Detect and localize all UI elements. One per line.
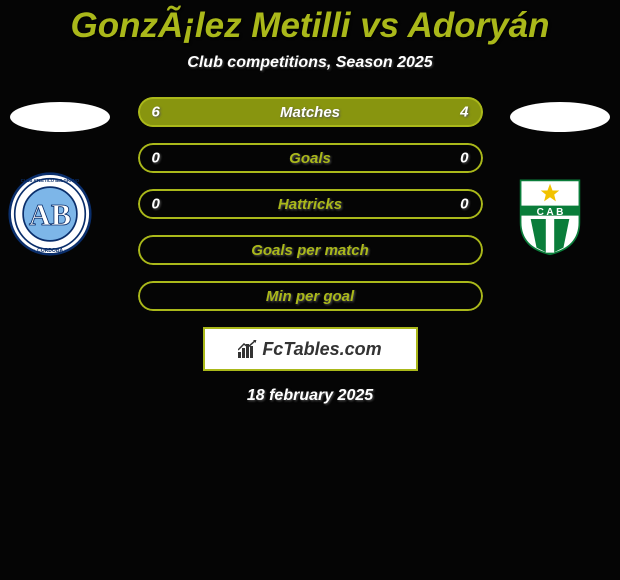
stat-label: Goals	[289, 150, 331, 167]
svg-text:C A B: C A B	[537, 207, 564, 218]
svg-text:· CORDOBA ·: · CORDOBA ·	[34, 248, 66, 254]
svg-text:CLUB ATLETICO BELGRANO: CLUB ATLETICO BELGRANO	[21, 178, 80, 183]
comparison-panel: CLUB ATLETICO BELGRANO AB · CORDOBA · C …	[0, 97, 620, 311]
left-player-column: CLUB ATLETICO BELGRANO AB · CORDOBA ·	[0, 97, 120, 261]
stat-row: 6 4 Matches	[138, 97, 483, 127]
stat-label: Min per goal	[266, 288, 354, 305]
stats-bars: 6 4 Matches 0 0 Goals 0 0 Hattricks Goals per mat…	[138, 97, 483, 311]
stat-value-right: 0	[460, 196, 468, 213]
stat-label: Goals per match	[251, 242, 369, 259]
left-club-crest: CLUB ATLETICO BELGRANO AB · CORDOBA ·	[0, 172, 100, 256]
fctables-logo-box[interactable]: FcTables.com	[203, 327, 418, 371]
svg-text:AB: AB	[29, 198, 71, 232]
stat-value-right: 0	[460, 150, 468, 167]
stat-value-left: 0	[152, 150, 160, 167]
stat-row: 0 0 Goals	[138, 143, 483, 173]
stat-row: Goals per match	[138, 235, 483, 265]
stat-row: 0 0 Hattricks	[138, 189, 483, 219]
stat-label: Hattricks	[278, 196, 342, 213]
right-player-column: C A B	[500, 97, 620, 261]
bar-chart-icon	[238, 340, 258, 358]
page-title: GonzÃ¡lez Metilli vs Adoryán	[0, 0, 620, 46]
infographic-date: 18 february 2025	[0, 387, 620, 405]
stat-value-left: 0	[152, 196, 160, 213]
right-club-crest: C A B	[500, 172, 600, 256]
fctables-logo: FcTables.com	[238, 339, 381, 360]
stat-value-right: 4	[460, 104, 468, 121]
left-player-avatar-placeholder	[10, 102, 110, 132]
stat-row: Min per goal	[138, 281, 483, 311]
stat-label: Matches	[280, 104, 340, 121]
right-player-avatar-placeholder	[510, 102, 610, 132]
fctables-logo-text: FcTables.com	[262, 339, 381, 360]
stat-value-left: 6	[152, 104, 160, 121]
page-subtitle: Club competitions, Season 2025	[0, 54, 620, 72]
